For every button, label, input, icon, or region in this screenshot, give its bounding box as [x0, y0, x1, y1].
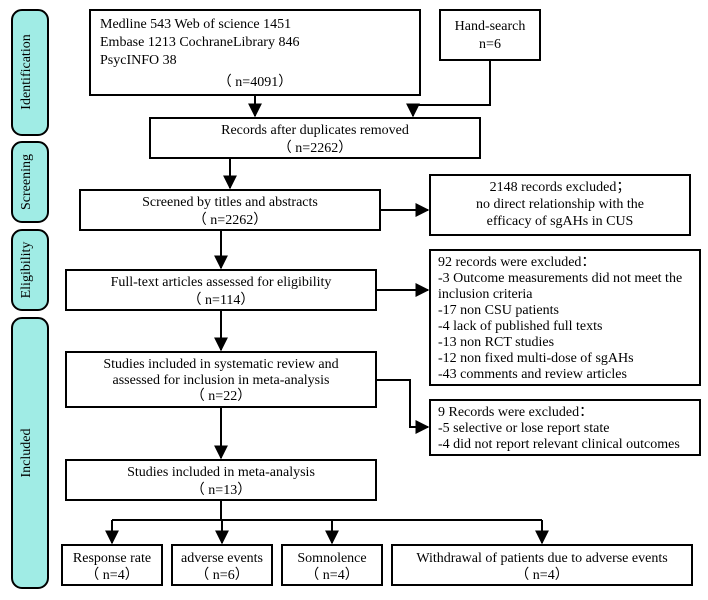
svg-text:Screened by titles and abstrac: Screened by titles and abstracts	[142, 195, 318, 210]
arrow	[413, 60, 490, 116]
outcome-withdrawal: Withdrawal of patients due to adverse ev…	[392, 545, 692, 585]
svg-text:-3 Outcome measurements did: -3 Outcome measurements did not meet the	[438, 271, 682, 286]
svg-text:Identification: Identification	[19, 34, 34, 109]
svg-text:PsycINFO 38: PsycINFO 38	[100, 53, 177, 68]
svg-text:2148 records excluded；: 2148 records excluded；	[490, 180, 631, 195]
outcome-adverse-events: adverse events （ n=6）	[172, 545, 272, 585]
svg-text:Full-text articles assessed fo: Full-text articles assessed for eligibil…	[111, 275, 332, 290]
meta-box: Studies included in meta-analysis （ n=13…	[66, 460, 376, 500]
svg-text:-43 comments and review articl: -43 comments and review articles	[438, 367, 627, 382]
svg-text:（ n=4）: （ n=4）	[515, 567, 568, 583]
svg-text:（ n=4）: （ n=4）	[305, 567, 358, 583]
svg-text:（ n=114）: （ n=114）	[188, 292, 255, 308]
systematic-exclude-box: 9 Records were excluded： -5 selective or…	[430, 400, 700, 455]
svg-text:9 Records were excluded：: 9 Records were excluded：	[438, 405, 593, 420]
svg-text:Embase 1213 Cochran: Embase 1213 CochraneLibrary 846	[100, 35, 299, 50]
screened-exclude-box: 2148 records excluded； no direct relatio…	[430, 175, 690, 235]
stage-included: Included	[12, 318, 48, 588]
duplicates-box: Records after duplicates removed （ n=226…	[150, 118, 480, 158]
systematic-review-box: Studies included in systematic review an…	[66, 352, 376, 407]
svg-text:-4 did not report relevant cli: -4 did not report relevant clinical outc…	[438, 437, 680, 452]
svg-text:-13 non RCT studies: -13 non RCT studies	[438, 335, 554, 350]
svg-text:（ n=4）: （ n=4）	[85, 567, 138, 583]
fulltext-box: Full-text articles assessed for eligibil…	[66, 270, 376, 310]
stage-identification: Identification	[12, 10, 48, 135]
svg-text:Studies included in meta-analy: Studies included in meta-analysis	[127, 465, 315, 480]
svg-text:Included: Included	[19, 429, 34, 478]
svg-text:Somnolence: Somnolence	[297, 551, 366, 566]
stage-eligibility: Eligibility	[12, 230, 48, 310]
fulltext-exclude-box: 92 records were excluded： -3 Outcome mea…	[430, 250, 700, 385]
svg-text:Medline 543 Web o: Medline 543 Web of science 1451	[100, 17, 291, 32]
screened-box: Screened by titles and abstracts （ n=226…	[80, 190, 380, 230]
svg-text:（ n=13）: （ n=13）	[191, 482, 251, 498]
svg-text:n=6: n=6	[479, 37, 501, 52]
svg-text:Studies included in systematic: Studies included in systematic review an…	[103, 357, 338, 372]
svg-text:-5 selective or lose report st: -5 selective or lose report state	[438, 421, 609, 436]
svg-text:Screening: Screening	[19, 154, 34, 210]
svg-text:inclusion criteria: inclusion criteria	[438, 287, 533, 302]
svg-text:（ n=2262）: （ n=2262）	[278, 140, 352, 156]
svg-text:Records after duplicates remov: Records after duplicates removed	[221, 123, 409, 138]
svg-text:assessed for inclusion in meta: assessed for inclusion in meta-analysis	[113, 373, 330, 388]
svg-text:-12 non fixed multi-dose of sg: -12 non fixed multi-dose of sgAHs	[438, 351, 634, 366]
prisma-flowchart: Identification Screening Eligibility Inc…	[0, 0, 708, 600]
svg-text:-17 non CSU patients: -17 non CSU patients	[438, 303, 559, 318]
svg-text:no direct relationship with th: no direct relationship with the	[476, 197, 644, 212]
outcome-somnolence: Somnolence （ n=4）	[282, 545, 382, 585]
svg-text:efficacy of sgAHs in CUS: efficacy of sgAHs in CUS	[487, 214, 634, 229]
svg-text:（ n=2262）: （ n=2262）	[193, 212, 267, 228]
svg-text:（ n=22）: （ n=22）	[191, 388, 251, 404]
stage-screening: Screening	[12, 142, 48, 222]
svg-text:-4 lack of published full te: -4 lack of published full texts	[438, 319, 602, 334]
db-box: Medline 543 Web of science 1451 Embase 1…	[90, 10, 420, 95]
svg-text:（ n=4091）: （ n=4091）	[218, 74, 292, 90]
svg-text:Eligibility: Eligibility	[19, 242, 34, 299]
svg-text:adverse events: adverse events	[181, 551, 263, 566]
arrow	[376, 380, 428, 427]
svg-text:Response rate: Response rate	[73, 551, 151, 566]
svg-text:（ n=6）: （ n=6）	[195, 567, 248, 583]
hand-search-box: Hand-search n=6	[440, 10, 540, 60]
svg-text:Withdrawal of patients due to: Withdrawal of patients due to adverse ev…	[416, 551, 667, 566]
svg-text:92 records were excluded：: 92 records were excluded：	[438, 255, 595, 270]
svg-text:Hand-search: Hand-search	[455, 19, 526, 34]
outcome-response-rate: Response rate （ n=4）	[62, 545, 162, 585]
